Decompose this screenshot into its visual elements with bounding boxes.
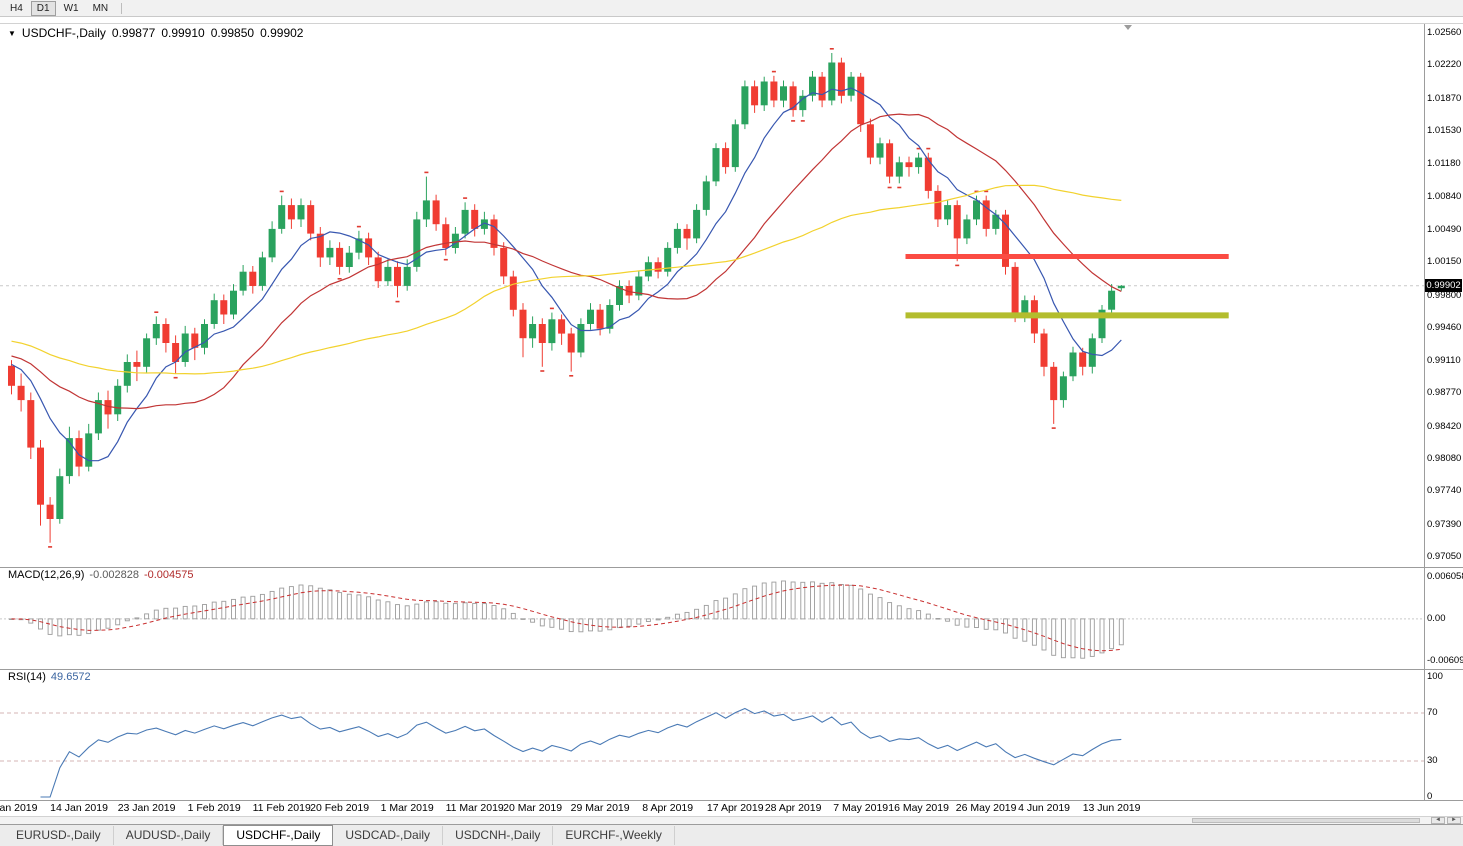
date-axis-label: 16 May 2019 bbox=[888, 802, 949, 814]
date-axis-label: 11 Feb 2019 bbox=[252, 802, 311, 814]
rsi-title: RSI(14) 49.6572 bbox=[8, 671, 91, 683]
ohlc-close: 0.99902 bbox=[260, 26, 304, 40]
tab-audusd-daily[interactable]: AUDUSD-,Daily bbox=[114, 826, 224, 845]
macd-value-signal: -0.004575 bbox=[143, 569, 194, 581]
tab-usdchf-daily[interactable]: USDCHF-,Daily bbox=[223, 825, 334, 846]
price-axis-label: 1.00840 bbox=[1427, 190, 1462, 202]
price-axis-label: 1.00490 bbox=[1427, 223, 1462, 235]
current-price-badge: 0.99902 bbox=[1425, 279, 1462, 293]
date-axis-label: 11 Mar 2019 bbox=[445, 802, 504, 814]
ohlc-high: 0.99910 bbox=[161, 26, 205, 40]
scroll-right-button[interactable]: ► bbox=[1447, 817, 1461, 824]
ohlc-open: 0.99877 bbox=[111, 26, 156, 40]
tab-usdcad-daily[interactable]: USDCAD-,Daily bbox=[333, 826, 444, 845]
date-axis-label: 8 Apr 2019 bbox=[642, 802, 694, 814]
chart-tabbar: EURUSD-,Daily AUDUSD-,Daily USDCHF-,Daily U… bbox=[0, 824, 1463, 846]
ohlc-low: 0.99850 bbox=[210, 26, 255, 40]
timeframe-button-mn[interactable]: MN bbox=[92, 2, 109, 14]
date-axis-label: 13 Jun 2019 bbox=[1082, 802, 1141, 814]
date-axis-label: 14 Jan 2019 bbox=[50, 802, 108, 814]
date-axis-label: 23 Jan 2019 bbox=[117, 802, 176, 814]
date-axis-label: 4 Jun 2019 bbox=[1018, 802, 1071, 814]
date-axis-label: 1 Feb 2019 bbox=[187, 802, 241, 814]
price-axis-label: 0.99110 bbox=[1427, 355, 1461, 367]
price-axis-label: 0.97390 bbox=[1427, 518, 1462, 530]
macd-axis-label: -0.006096 bbox=[1427, 655, 1463, 666]
scroll-left-button[interactable]: ◄ bbox=[1431, 817, 1445, 824]
date-axis-label: 4 Jan 2019 bbox=[0, 802, 38, 814]
rsi-axis-label: 30 bbox=[1427, 755, 1438, 766]
macd-value-main: -0.002828 bbox=[89, 569, 139, 581]
chart-shift-marker[interactable] bbox=[1124, 25, 1132, 30]
fractal-markers bbox=[48, 48, 1056, 548]
tab-usdcnh-daily[interactable]: USDCNH-,Daily bbox=[443, 826, 554, 845]
symbol-menu-icon[interactable]: ▼ bbox=[8, 28, 16, 38]
scrollbar-thumb[interactable] bbox=[1192, 818, 1420, 823]
date-axis-label: 7 May 2019 bbox=[833, 802, 889, 814]
price-axis-label: 0.98420 bbox=[1427, 420, 1462, 432]
horizontal-scrollbar[interactable] bbox=[0, 816, 1463, 824]
candles-layer[interactable] bbox=[8, 53, 1125, 543]
macd-panel-plot bbox=[0, 580, 1424, 659]
toolbar-separator bbox=[121, 2, 123, 14]
timeframe-button-d1[interactable]: D1 bbox=[30, 0, 56, 16]
chart-title-bar: ▼ USDCHF-,Daily 0.99877 0.99910 0.99850 … bbox=[8, 26, 303, 40]
date-axis-label: 20 Feb 2019 bbox=[310, 802, 370, 814]
price-axis-label: 0.99800 bbox=[1427, 289, 1462, 301]
price-axis-label: 1.02560 bbox=[1427, 27, 1462, 38]
chart-symbol-label: USDCHF-,Daily bbox=[21, 26, 106, 40]
price-axis-label: 1.01870 bbox=[1427, 92, 1462, 104]
date-axis-label: 1 Mar 2019 bbox=[380, 802, 434, 814]
date-axis-label: 20 Mar 2019 bbox=[503, 802, 563, 814]
moving-averages-layer bbox=[11, 87, 1122, 462]
rsi-panel-plot bbox=[0, 707, 1424, 798]
macd-label: MACD(12,26,9) bbox=[8, 569, 85, 581]
price-axis-label: 1.01180 bbox=[1427, 158, 1461, 170]
date-axis-label: 28 Apr 2019 bbox=[764, 802, 822, 814]
tab-eurusd-daily[interactable]: EURUSD-,Daily bbox=[4, 826, 114, 845]
timeframe-toolbar: H4 D1 W1 MN bbox=[0, 0, 1463, 17]
price-axis-label: 0.97050 bbox=[1427, 551, 1462, 562]
price-axis-label: 1.00150 bbox=[1427, 256, 1462, 268]
rsi-axis-label: 100 bbox=[1427, 671, 1443, 682]
price-axis-label: 1.02220 bbox=[1427, 59, 1462, 71]
date-axis-label: 29 Mar 2019 bbox=[570, 802, 630, 814]
timeframe-button-w1[interactable]: W1 bbox=[63, 2, 79, 14]
macd-title: MACD(12,26,9) -0.002828 -0.004575 bbox=[8, 569, 194, 581]
timeframe-buttons: H4 D1 W1 MN bbox=[4, 0, 114, 16]
rsi-axis-label: 70 bbox=[1427, 707, 1438, 718]
price-axis-label: 0.98080 bbox=[1427, 453, 1462, 464]
macd-axis-label: 0.00 bbox=[1427, 612, 1446, 624]
date-axis-label: 26 May 2019 bbox=[955, 802, 1017, 814]
price-axis-label: 0.98770 bbox=[1427, 387, 1462, 399]
price-axis-label: 0.97740 bbox=[1427, 485, 1462, 497]
rsi-label: RSI(14) bbox=[8, 671, 46, 683]
rsi-value: 49.6572 bbox=[50, 671, 91, 683]
price-scale[interactable] bbox=[1424, 24, 1463, 800]
timeframe-button-h4[interactable]: H4 bbox=[10, 2, 23, 14]
macd-axis-label: 0.006058 bbox=[1427, 571, 1463, 582]
price-axis-label: 1.01530 bbox=[1427, 125, 1462, 136]
tab-eurchf-weekly[interactable]: EURCHF-,Weekly bbox=[553, 826, 675, 845]
price-axis-label: 0.99460 bbox=[1427, 321, 1462, 333]
rsi-axis-label: 0 bbox=[1427, 791, 1433, 802]
date-axis-label: 17 Apr 2019 bbox=[706, 802, 764, 814]
